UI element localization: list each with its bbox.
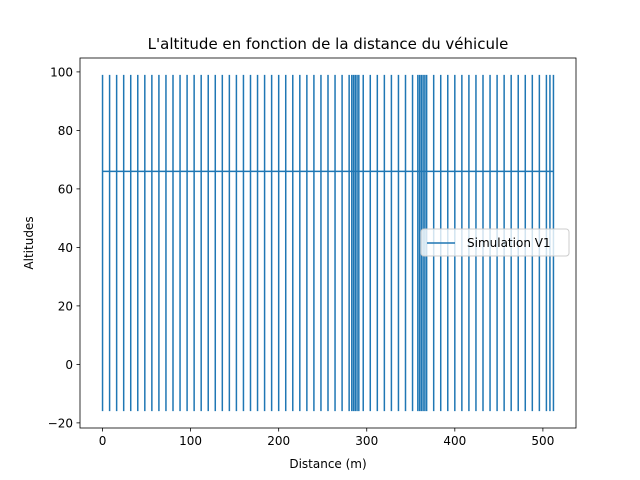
y-tick-label: 60 — [58, 182, 73, 196]
x-tick-label: 100 — [179, 434, 202, 448]
legend-label-simulation-v1: Simulation V1 — [467, 236, 551, 250]
y-tick-label: 20 — [58, 299, 73, 313]
x-axis-label: Distance (m) — [289, 457, 366, 471]
legend: Simulation V1 — [420, 228, 570, 257]
x-tick-label: 0 — [99, 434, 107, 448]
x-tick-label: 200 — [267, 434, 290, 448]
y-tick-label: 0 — [65, 358, 73, 372]
y-tick-label: 100 — [50, 65, 73, 79]
y-axis-label: Altitudes — [22, 216, 36, 269]
y-tick-label: −20 — [48, 416, 73, 430]
legend-box — [420, 228, 570, 257]
y-axis: −20 0 20 40 60 80 100 — [48, 65, 80, 430]
y-tick-label: 40 — [58, 241, 73, 255]
y-tick-label: 80 — [58, 124, 73, 138]
x-tick-label: 500 — [531, 434, 554, 448]
chart-title: L'altitude en fonction de la distance du… — [148, 35, 509, 53]
x-tick-label: 400 — [443, 434, 466, 448]
x-axis: 0 100 200 300 400 500 — [99, 428, 554, 448]
x-tick-label: 300 — [355, 434, 378, 448]
axes-frame — [79, 57, 577, 429]
